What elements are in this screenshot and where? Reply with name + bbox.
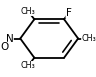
Text: F: F xyxy=(66,8,72,18)
Text: CH₃: CH₃ xyxy=(21,61,35,70)
Text: CH₃: CH₃ xyxy=(82,34,96,43)
Text: N: N xyxy=(6,33,13,44)
Text: CH₃: CH₃ xyxy=(21,7,35,16)
Text: O: O xyxy=(0,42,8,52)
